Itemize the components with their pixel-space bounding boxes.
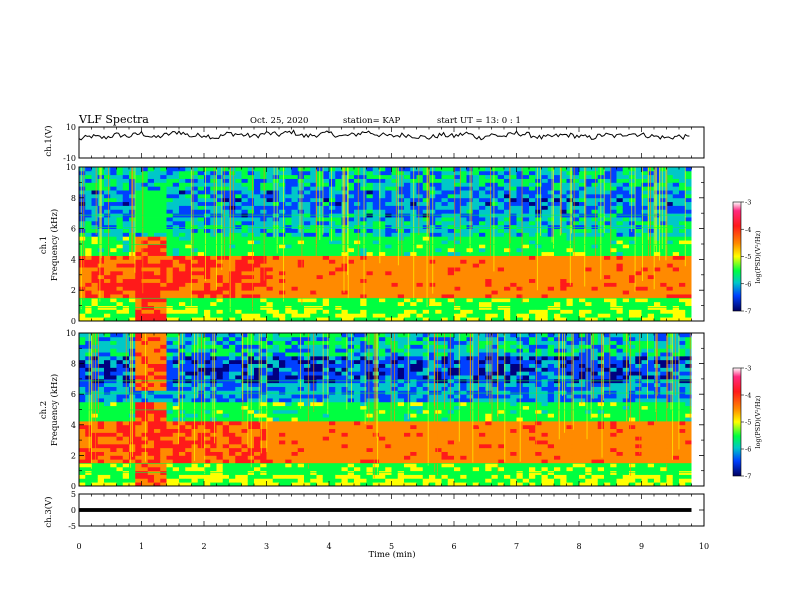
colorbar-ch1: -3 -4 -5 -6 -7 <box>732 199 751 316</box>
y-tick-label: -5 <box>68 522 76 531</box>
y-tick-label: 4 <box>71 421 76 430</box>
ch1-waveform-panel: 10 -10 <box>63 123 705 163</box>
y-tick-label: 0 <box>71 506 76 515</box>
y-tick-label: 0 <box>71 482 76 491</box>
y-tick-label: 10 <box>66 329 76 338</box>
ch1-waveform-ylabel: ch.1(V) <box>43 125 54 156</box>
x-tick-label: 6 <box>451 542 456 551</box>
colorbar-ch2: -3 -4 -5 -6 -7 <box>732 365 751 481</box>
colorbar-tick-label: -4 <box>745 226 751 234</box>
ch2-spectrogram-ylabel: Frequency (kHz) <box>49 374 60 446</box>
x-tick-label: 9 <box>639 542 644 551</box>
y-tick-label: 4 <box>71 255 76 264</box>
colorbar-tick-label: -7 <box>745 473 751 481</box>
x-tick-label: 4 <box>326 542 331 551</box>
y-tick-label: 10 <box>66 123 76 132</box>
ch1-spectrogram-ylabel: Frequency (kHz) <box>49 209 60 281</box>
x-tick-label: 5 <box>389 542 394 551</box>
x-tick-label: 2 <box>201 542 206 551</box>
colorbar-ch2-label: log(PSD)(V²/Hz) <box>754 395 762 448</box>
y-tick-label: 10 <box>66 163 76 172</box>
x-tick-label: 1 <box>139 542 144 551</box>
ch3-waveform-panel: 5 0 -5 0 1 2 3 4 5 6 7 8 9 10 <box>68 490 709 551</box>
colorbar-tick-label: -5 <box>745 253 751 261</box>
figure-title: VLF Spectra <box>78 113 149 126</box>
colorbar-gradient <box>732 367 742 477</box>
y-tick-label: -10 <box>63 154 76 163</box>
y-tick-label: 2 <box>71 286 76 295</box>
ch1-spectrogram-ylabel-top: ch.1 <box>39 236 49 254</box>
ch2-spectrogram-panel: 0 2 4 6 8 10 <box>66 329 705 491</box>
colorbar-tick-label: -6 <box>745 446 751 454</box>
y-tick-label: 0 <box>71 317 76 326</box>
colorbar-tick-label: -3 <box>745 199 751 207</box>
colorbar-tick-label: -7 <box>745 308 751 316</box>
x-tick-label: 7 <box>514 542 519 551</box>
colorbar-tick-label: -5 <box>745 419 751 427</box>
station-label: station= KAP <box>343 116 401 126</box>
colorbar-gradient <box>732 201 742 312</box>
y-tick-label: 2 <box>71 451 76 460</box>
ch3-waveform-ylabel: ch.3(V) <box>43 496 54 527</box>
x-tick-label: 3 <box>264 542 269 551</box>
ch2-spectrogram-ylabel-top: ch.2 <box>39 401 49 419</box>
colorbar-tick-label: -6 <box>745 280 751 288</box>
colorbar-tick-label: -4 <box>745 392 751 400</box>
y-tick-label: 5 <box>71 490 76 499</box>
y-tick-label: 6 <box>71 390 76 399</box>
colorbar-tick-label: -3 <box>745 365 751 373</box>
y-tick-label: 8 <box>71 194 76 203</box>
ch1-waveform-line <box>78 129 690 141</box>
x-axis-label: Time (min) <box>368 549 415 560</box>
date-label: Oct. 25, 2020 <box>250 116 308 126</box>
start-time-label: start UT = 13: 0 : 1 <box>437 116 521 126</box>
y-tick-label: 6 <box>71 225 76 234</box>
ch3-waveform-line <box>79 508 692 512</box>
y-tick-label: 8 <box>71 360 76 369</box>
x-tick-label: 10 <box>699 542 709 551</box>
x-tick-label: 0 <box>76 542 81 551</box>
colorbar-ch1-label: log(PSD)(V²/Hz) <box>754 230 762 283</box>
ch1-spectrogram-panel: 0 2 4 6 8 10 <box>66 163 705 326</box>
x-tick-label: 8 <box>576 542 581 551</box>
